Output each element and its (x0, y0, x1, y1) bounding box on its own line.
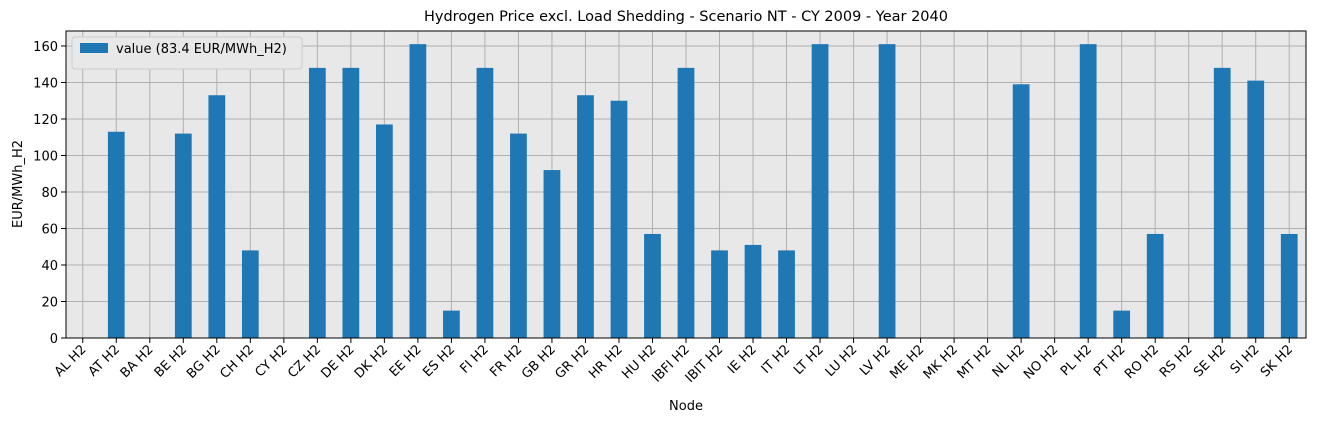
x-tick-label: EE H2 (387, 342, 425, 380)
x-tick-label: FI H2 (457, 342, 491, 376)
x-tick-label: FR H2 (487, 342, 525, 380)
y-tick-label: 80 (41, 186, 58, 201)
y-tick-label: 0 (50, 332, 58, 347)
bar (1113, 310, 1131, 338)
x-tick-label: AT H2 (86, 342, 123, 379)
bar (610, 100, 628, 338)
y-tick-label: 140 (33, 76, 58, 91)
x-tick-label: HR H2 (586, 342, 626, 382)
x-tick-label: LT H2 (791, 342, 827, 378)
legend-box (71, 36, 303, 70)
y-tick-label: 160 (33, 40, 58, 55)
x-tick-label: PT H2 (1091, 342, 1128, 379)
bar (1280, 233, 1298, 338)
bar (1213, 67, 1231, 338)
x-tick-label: LU H2 (823, 342, 861, 380)
y-tick-label: 40 (41, 259, 58, 274)
bars (107, 44, 1298, 339)
bar (677, 67, 695, 338)
bar (308, 67, 326, 338)
x-tick-label: SE H2 (1191, 342, 1229, 380)
x-tick-label: CY H2 (253, 342, 291, 380)
bar (342, 67, 360, 338)
bar (476, 67, 494, 338)
legend-label: value (83.4 EUR/MWh_H2) (116, 42, 287, 57)
bar (107, 131, 125, 338)
bar (1247, 80, 1265, 338)
x-tick-label: AL H2 (52, 342, 90, 380)
bar (1012, 84, 1030, 338)
bar (1079, 44, 1097, 338)
x-axis-label: Node (669, 399, 703, 414)
y-tick-label: 120 (33, 113, 58, 128)
x-tick-label: ME H2 (887, 342, 927, 382)
x-tick-label: MK H2 (921, 342, 961, 382)
bar (409, 44, 427, 338)
bar (208, 95, 226, 339)
x-tick-label: DE H2 (319, 342, 358, 381)
x-tick-label: MT H2 (955, 342, 995, 382)
x-tick-label: BE H2 (152, 342, 190, 380)
bar (1146, 233, 1164, 338)
bar (811, 44, 829, 338)
legend-swatch (80, 43, 108, 53)
y-axis-label: EUR/MWh_H2 (11, 140, 26, 228)
bar (744, 244, 762, 338)
bar (443, 310, 460, 338)
bar (644, 233, 661, 338)
x-tick-label: NO H2 (1021, 342, 1061, 382)
x-tick-label: GR H2 (552, 342, 592, 382)
chart-title: Hydrogen Price excl. Load Shedding - Sce… (424, 9, 948, 25)
x-tick-label: CH H2 (218, 342, 258, 382)
x-tick-label: PL H2 (1058, 342, 1095, 379)
x-tick-label: RO H2 (1122, 342, 1162, 382)
x-tick-label: BA H2 (118, 342, 157, 381)
bar (711, 250, 728, 338)
x-tick-label: NL H2 (990, 342, 1028, 380)
y-tick-label: 100 (33, 149, 58, 164)
bar (543, 170, 561, 338)
x-tick-label: IBIT H2 (683, 342, 727, 386)
y-tick-label: 20 (41, 295, 58, 310)
bar (376, 124, 393, 338)
bar (577, 95, 594, 339)
bar (878, 44, 896, 338)
x-tick-label: GB H2 (519, 342, 559, 382)
x-tick-label: BG H2 (184, 342, 224, 382)
x-tick-label: ES H2 (420, 342, 458, 380)
x-tick-label: IE H2 (725, 342, 760, 377)
x-tick-label: SK H2 (1258, 342, 1296, 380)
x-tick-label: CZ H2 (285, 342, 324, 381)
bar (778, 250, 795, 338)
bar (174, 133, 192, 338)
legend: value (83.4 EUR/MWh_H2) (71, 36, 303, 70)
bar (510, 133, 527, 338)
x-tick-label: SI H2 (1228, 342, 1263, 377)
bar (241, 250, 259, 338)
x-tick-label: IT H2 (759, 342, 794, 377)
y-tick-label: 60 (41, 222, 58, 237)
x-tick-label: DK H2 (352, 342, 391, 381)
x-tick-label: RS H2 (1157, 342, 1196, 381)
